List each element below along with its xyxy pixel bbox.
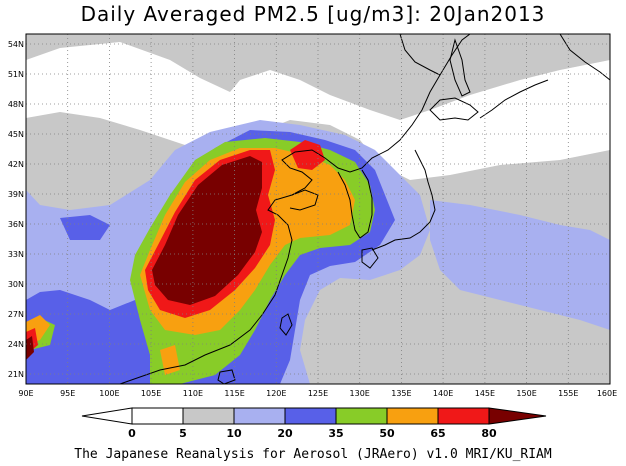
colorbar-label: 80	[481, 427, 497, 440]
chart-title: Daily Averaged PM2.5 [ug/m3]: 20Jan2013	[80, 2, 546, 26]
coastline-shandong	[289, 189, 319, 211]
lat-tick-label: 39N	[8, 190, 24, 199]
colorbar-lower-arrow	[81, 407, 133, 425]
coastline-kamchatka	[559, 34, 610, 81]
coastlines	[26, 34, 610, 384]
colorbar-swatch-50	[335, 407, 388, 425]
footer-credit: The Japanese Reanalysis for Aerosol (JRA…	[74, 447, 552, 462]
coastline-sakhalin	[449, 38, 471, 97]
lon-tick-label: 120E	[266, 389, 286, 398]
colorbar-swatch-35	[284, 407, 337, 425]
lon-tick-label: 110E	[183, 389, 203, 398]
coastline-japan-hokkaido	[429, 97, 479, 121]
lat-tick-label: 30N	[8, 280, 24, 289]
colorbar-swatch-80	[437, 407, 490, 425]
colorbar-label: 20	[277, 427, 293, 440]
contour-5-10-north	[26, 34, 610, 120]
contour-10-20-east	[430, 200, 610, 330]
pm25-field	[26, 34, 610, 384]
coastline-hainan	[217, 369, 236, 384]
lat-tick-label: 48N	[8, 100, 24, 109]
lon-tick-label: 90E	[18, 389, 33, 398]
coastline-japan-honshu	[371, 149, 436, 251]
lon-tick-label: 125E	[308, 389, 328, 398]
lat-tick-label: 51N	[8, 70, 24, 79]
lat-tick-label: 42N	[8, 160, 24, 169]
colorbar-label: 10	[226, 427, 242, 440]
lat-tick-label: 36N	[8, 220, 24, 229]
coastline-asia-mainland	[26, 34, 471, 384]
contour-20-35-s	[60, 215, 110, 240]
colorbar-swatch-65	[386, 407, 439, 425]
colorbar-label: 35	[328, 427, 343, 440]
colorbar-swatch-20	[233, 407, 286, 425]
lon-tick-label: 130E	[350, 389, 370, 398]
colorbar-label: 65	[430, 427, 445, 440]
coastline-kuril	[479, 79, 549, 119]
coastline-kyushu	[361, 247, 379, 269]
lat-tick-label: 24N	[8, 340, 24, 349]
lon-tick-label: 160E	[597, 389, 617, 398]
lon-tick-label: 145E	[475, 389, 495, 398]
lon-tick-label: 100E	[99, 389, 119, 398]
colorbar-swatch-5	[131, 407, 184, 425]
lon-tick-label: 115E	[224, 389, 244, 398]
lon-tick-label: 135E	[391, 389, 411, 398]
lat-tick-label: 33N	[8, 250, 24, 259]
coastline-taiwan	[279, 313, 293, 336]
colorbar-label: 50	[379, 427, 395, 440]
contour-80-plus	[26, 156, 262, 360]
coastline-okhotsk	[399, 34, 441, 76]
lat-tick-label: 54N	[8, 40, 24, 49]
colorbar: 0 5 10 20 35 50 65 80	[81, 407, 547, 440]
lon-tick-label: 140E	[433, 389, 453, 398]
colorbar-label: 0	[128, 427, 136, 440]
lon-tick-label: 105E	[141, 389, 161, 398]
colorbar-label: 5	[179, 427, 187, 440]
lat-tick-label: 21N	[8, 370, 24, 379]
lat-axis: 21N 24N 27N 30N 33N 36N 39N 42N 45N 48N …	[8, 40, 24, 379]
lon-tick-label: 150E	[516, 389, 536, 398]
colorbar-swatch-10	[182, 407, 235, 425]
lon-axis: 90E 95E 100E 105E 110E 115E 120E 125E 13…	[18, 389, 617, 398]
plot-frame	[25, 33, 611, 385]
gridlines	[26, 34, 610, 384]
lat-tick-label: 27N	[8, 310, 24, 319]
colorbar-upper-arrow	[488, 407, 547, 425]
lat-tick-label: 45N	[8, 130, 24, 139]
lon-tick-label: 95E	[60, 389, 75, 398]
lon-tick-label: 155E	[558, 389, 578, 398]
